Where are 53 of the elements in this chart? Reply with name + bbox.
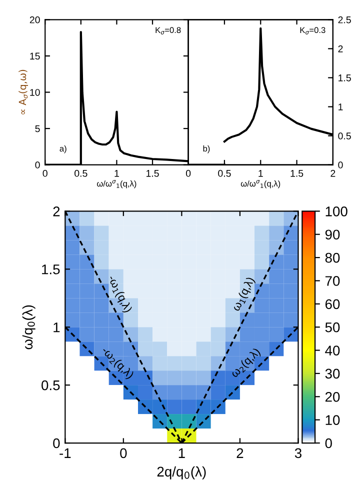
color-bar-label: 10 — [326, 415, 340, 425]
annotation: K$_{σ}$=0.3 — [300, 27, 326, 34]
y2-tick-label: 0 — [338, 162, 343, 168]
x-tick-label: 3 — [294, 448, 302, 458]
y-axis-title: ω/q$_{0}$(λ) — [22, 305, 36, 350]
x-tick-label: 1 — [178, 448, 185, 458]
color-bar-label: 70 — [325, 276, 340, 286]
x-tick-label: -1 — [60, 448, 71, 458]
x-tick-label: 1.5 — [290, 170, 304, 177]
x-tick-label: 2 — [330, 170, 336, 177]
color-bar-label: 60 — [325, 299, 340, 310]
y-tick-label: 5 — [35, 125, 40, 132]
x-axis-title: 2q/q$_{0}$(λ) — [157, 466, 206, 480]
color-bar-label: 0 — [325, 438, 332, 448]
y2-tick-label: 0.5 — [338, 132, 351, 140]
color-bar-label: 90 — [325, 230, 340, 240]
x-axis-title: ω/ω$^{σ}$$_{1}$(q,λ) — [97, 180, 136, 188]
x-tick-label: 1.5 — [146, 170, 159, 177]
x-tick-label: 1 — [114, 170, 119, 177]
x-tick-label: 2 — [236, 448, 244, 458]
y-tick-label: 15 — [30, 52, 40, 60]
x-tick-label: 0 — [120, 448, 127, 458]
color-bar-label: 80 — [325, 252, 340, 263]
color-bar-label: 30 — [325, 368, 340, 379]
text: ω$_{2}$(q,λ) — [230, 347, 262, 380]
text: -ω$_{1}$(q,λ) — [106, 274, 133, 314]
x-tick-label: 0.5 — [218, 170, 231, 177]
y-tick-label: 20 — [30, 16, 40, 24]
y-tick-label: 10 — [30, 88, 40, 96]
y-tick-label: 0 — [35, 162, 40, 168]
y-tick-label: 0 — [53, 438, 60, 448]
y-tick-label: 0.5 — [42, 380, 60, 390]
y2-tick-label: 2 — [338, 45, 343, 52]
y2-tick-label: 1 — [338, 104, 343, 110]
text: ω$_{1}$(q,λ) — [231, 276, 256, 312]
x-tick-label: 0.5 — [74, 170, 88, 177]
annotation: a) — [60, 145, 66, 154]
annotation: K$_{σ}$=0.8 — [156, 27, 181, 34]
x-tick-label: 0 — [186, 170, 191, 177]
color-bar-label: 20 — [325, 392, 340, 402]
color-bar-label: 50 — [325, 322, 340, 332]
annotation: b) — [203, 145, 210, 154]
color-bar-label: 40 — [325, 346, 340, 356]
color-bar-label: 100 — [326, 206, 348, 216]
y-axis-title: ∝ A$_{σ}$(q,ω) — [18, 70, 28, 114]
y-tick-label: 2 — [53, 206, 60, 216]
x-axis-title: ω/ω$^{σ}$$_{1}$(q,λ) — [240, 180, 280, 188]
y-tick-label: 1 — [54, 322, 60, 332]
text: -ω$_{2}$(q,λ) — [100, 346, 135, 380]
y-tick-label: 1.5 — [42, 264, 60, 274]
y2-tick-label: 1.5 — [338, 74, 351, 82]
y2-tick-label: 2.5 — [338, 16, 351, 24]
x-tick-label: 1 — [258, 170, 263, 177]
